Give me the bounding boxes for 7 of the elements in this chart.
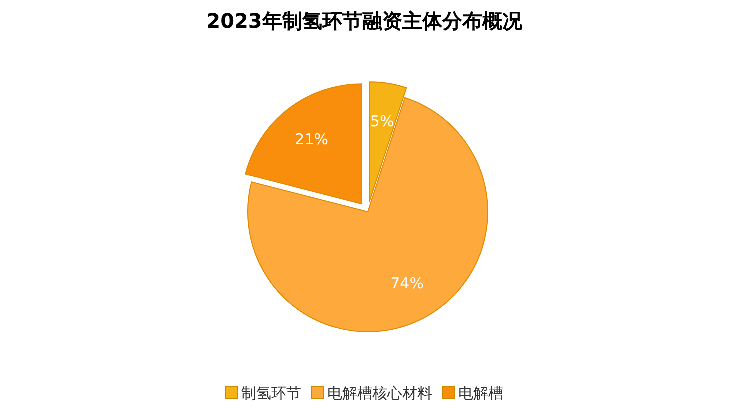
legend-label: 制氢环节 (242, 384, 302, 402)
legend-label: 电解槽 (458, 384, 504, 402)
data-label: 21% (295, 130, 329, 149)
pie: 5% 74% 21% (245, 82, 488, 332)
chart-title: 2023年制氢环节融资主体分布概况 (206, 9, 524, 33)
data-label: 5% (370, 112, 394, 131)
data-label: 74% (390, 274, 424, 293)
